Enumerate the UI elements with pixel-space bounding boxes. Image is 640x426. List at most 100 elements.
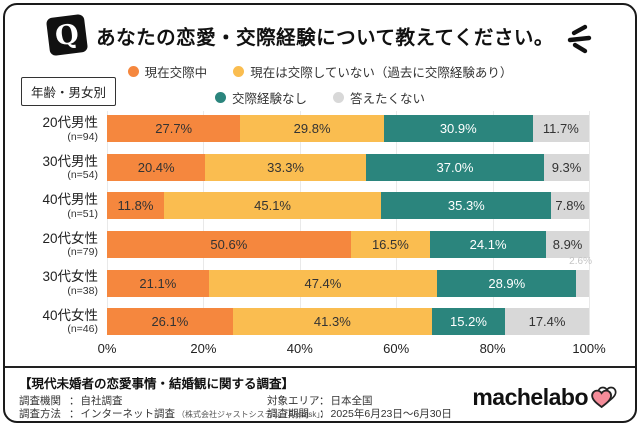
gridline xyxy=(107,111,108,336)
bar-value-label: 11.8% xyxy=(117,198,154,214)
category-sample-size: (n=54) xyxy=(67,169,98,182)
bar-value-label: 28.9% xyxy=(488,275,526,291)
category-name: 30代男性 xyxy=(42,153,98,169)
footer-label: 調査機関 xyxy=(19,395,61,407)
category-sample-size: (n=79) xyxy=(67,246,98,259)
bar-segment: 29.8% xyxy=(240,115,384,143)
bar-segment: 20.4% xyxy=(107,153,206,181)
bar-segment: 33.3% xyxy=(205,153,366,181)
footer-colon: ： xyxy=(319,395,330,407)
bar-value-label: 41.3% xyxy=(313,314,351,330)
bar-value-label: 33.3% xyxy=(267,159,304,175)
bar-value-label: 7.8% xyxy=(555,198,585,214)
bar-segment: 11.8% xyxy=(107,192,164,220)
x-axis-tick: 100% xyxy=(572,341,606,357)
category-label: 40代男性 (n=51) xyxy=(15,192,107,220)
question-icon: Q xyxy=(45,13,89,57)
footer-column-left: 調査機関 ： 自社調査 調査方法 ： インターネット調査 （株式会社ジャストシス… xyxy=(19,395,328,422)
legend-dot-icon xyxy=(333,91,344,103)
gridline xyxy=(396,111,398,336)
bar-value-label: 45.1% xyxy=(254,198,291,214)
footer-value: 日本全国 xyxy=(330,395,373,407)
page-title: あなたの恋愛・交際経験について教えてください。 xyxy=(96,26,554,49)
bar-segment: 8.9% xyxy=(546,231,589,259)
bar-track: 20.4% 33.3% 37.0% 9.3% xyxy=(107,153,589,181)
footer-label: 有効回答 xyxy=(267,421,319,422)
legend-item: 交際経験なし xyxy=(214,88,307,107)
bar-segment: 50.6% xyxy=(107,231,351,259)
bar-value-label: 29.8% xyxy=(293,121,331,137)
gridline xyxy=(589,111,590,336)
title-bar: Q あなたの恋愛・交際経験について教えてください。 xyxy=(5,13,635,57)
category-sample-size: (n=38) xyxy=(67,284,98,297)
bar-value-label: 27.7% xyxy=(155,121,193,137)
x-axis: 0% 20% 40% 60% 80% 100% xyxy=(98,341,606,358)
x-axis-tick: 40% xyxy=(286,341,313,357)
bar-segment: 28.9% xyxy=(437,269,577,297)
footer-label: 調査期間 xyxy=(267,407,309,420)
x-axis-tick: 0% xyxy=(97,341,117,357)
legend-label: 現在交際中 xyxy=(144,65,208,80)
footer-row-agency: 調査機関 ： 自社調査 xyxy=(19,395,257,408)
footer-note: （株式会社ジャストシステム「Fastask」） xyxy=(177,409,329,419)
category-name: 20代女性 xyxy=(42,230,98,246)
bar-segment: 2.6% xyxy=(569,256,592,297)
footer-colon: ： xyxy=(69,421,80,422)
category-label: 20代男性 (n=94) xyxy=(15,115,107,143)
legend-dot-icon xyxy=(214,91,226,103)
bar-row: 40代男性 (n=51) 11.8% 45.1% 35.3% 7.8% xyxy=(15,192,589,220)
bar-segment: 16.5% xyxy=(350,231,431,259)
legend-item: 現在交際中 xyxy=(127,62,208,81)
emphasis-marks-icon xyxy=(567,24,592,54)
bar-segment: 41.3% xyxy=(232,308,432,336)
bar-value-label: 20.4% xyxy=(137,159,175,175)
legend-label: 答えたくない xyxy=(350,91,426,106)
footer-value: インターネット調査 xyxy=(80,407,176,420)
footer-colon: ： xyxy=(69,395,80,407)
gridlines xyxy=(107,111,590,336)
category-sample-size: (n=94) xyxy=(67,130,98,143)
footer-value: 自社調査 xyxy=(80,395,123,407)
double-heart-icon xyxy=(591,386,617,409)
footer-value: 20歳～49歳の未婚男女 xyxy=(81,421,188,422)
bar-value-label: 35.3% xyxy=(447,198,485,214)
category-label: 30代男性 (n=54) xyxy=(15,154,107,182)
bar-row: 40代女性 (n=46) 26.1% 41.3% 15.2% 17.4% xyxy=(15,308,589,336)
bar-segment: 11.7% xyxy=(532,115,589,143)
bar-value-label: 15.2% xyxy=(450,314,487,330)
bar-value-label: 11.7% xyxy=(542,121,579,137)
footer-row-responses: 有効回答 ： 362名 （性別・年齢層の人口分布を考慮したサンプリング） xyxy=(267,421,621,422)
bar-row: 30代女性 (n=38) 21.1% 47.4% 28.9% 2.6% xyxy=(15,256,592,297)
bar-value-label: 9.3% xyxy=(551,159,582,175)
bar-row: 20代女性 (n=79) 50.6% 16.5% 24.1% 8.9% xyxy=(15,231,589,259)
footer-colon: ： xyxy=(69,407,80,420)
legend-label: 現在は交際していない（過去に交際経験あり） xyxy=(250,65,513,80)
bar-segment: 30.9% xyxy=(383,115,533,143)
bar-segment: 17.4% xyxy=(505,308,589,336)
category-sample-size: (n=46) xyxy=(67,323,98,336)
category-label: 20代女性 (n=79) xyxy=(15,231,107,259)
bar-segment: 21.1% xyxy=(107,269,209,297)
footer-label: 対象者 xyxy=(19,421,69,422)
brand-logo: machelabo xyxy=(472,384,619,411)
bar-segment: 27.7% xyxy=(107,115,241,143)
bar-value-label: 17.4% xyxy=(528,314,566,330)
bar-track: 11.8% 45.1% 35.3% 7.8% xyxy=(107,192,589,220)
bar-segment: 9.3% xyxy=(544,153,589,181)
bar-segment: 37.0% xyxy=(365,153,545,181)
legend-dot-icon xyxy=(233,65,245,77)
legend-line: 交際経験なし 答えたくない xyxy=(5,84,635,110)
footer-row-area: 対象エリア ： 日本全国 xyxy=(267,395,621,408)
category-label: 40代女性 (n=46) xyxy=(15,308,107,336)
category-sample-size: (n=51) xyxy=(67,207,98,220)
category-name: 40代女性 xyxy=(42,307,98,323)
footer-label: 調査方法 xyxy=(19,407,61,420)
bar-segment: 15.2% xyxy=(431,308,506,336)
legend-label: 交際経験なし xyxy=(231,91,307,106)
bar-value-label: 24.1% xyxy=(469,237,507,253)
bar-value-label: 37.0% xyxy=(436,159,474,175)
survey-card: Q あなたの恋愛・交際経験について教えてください。 現在交際中 現在は交際していな… xyxy=(3,3,637,423)
footer-colon: ： xyxy=(319,407,330,420)
plot-area: 20代男性 (n=94) 27.7% 29.8% 30.9% 11.7% 30代男性 (n=5… xyxy=(15,111,592,336)
bar-segment: 26.1% xyxy=(107,308,233,336)
